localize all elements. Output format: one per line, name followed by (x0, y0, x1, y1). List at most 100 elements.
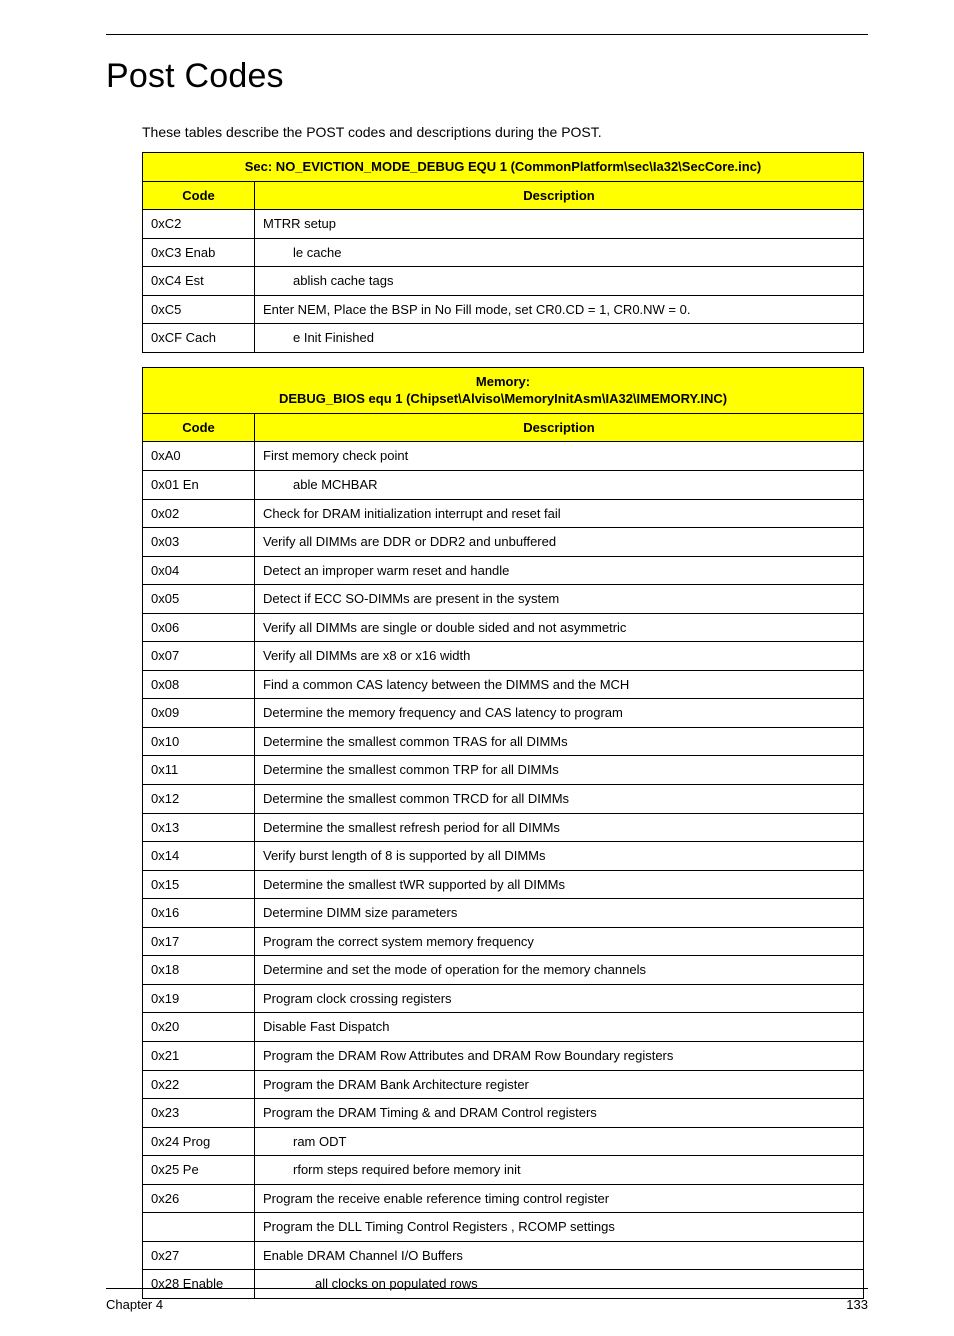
page-footer: Chapter 4 133 (106, 1288, 868, 1312)
desc-cell: ablish cache tags (255, 267, 864, 296)
code-cell: 0x24 Prog (143, 1127, 255, 1156)
page-title: Post Codes (106, 57, 868, 96)
code-cell: 0x21 (143, 1041, 255, 1070)
desc-cell: able MCHBAR (255, 471, 864, 500)
table-row: 0x27 Enable DRAM Channel I/O Buffers (143, 1241, 864, 1270)
desc-cell: Determine the smallest common TRCD for a… (255, 785, 864, 814)
code-cell: 0xCF Cach (143, 324, 255, 353)
code-cell: 0x15 (143, 870, 255, 899)
desc-cell: First memory check point (255, 442, 864, 471)
table1-desc-hdr: Description (255, 181, 864, 210)
table-row: 0x22Program the DRAM Bank Architecture r… (143, 1070, 864, 1099)
table-row: 0x21Program the DRAM Row Attributes and … (143, 1041, 864, 1070)
table-row: 0x26Program the receive enable reference… (143, 1184, 864, 1213)
table2-header-line2: DEBUG_BIOS equ 1 (Chipset\Alviso\MemoryI… (279, 391, 727, 406)
desc-cell: Enable DRAM Channel I/O Buffers (255, 1241, 864, 1270)
table-row: 0x12 Determine the smallest common TRCD … (143, 785, 864, 814)
table-row: 0xCF Cache Init Finished (143, 324, 864, 353)
table-row: 0x16Determine DIMM size parameters (143, 899, 864, 928)
desc-cell: Program the correct system memory freque… (255, 927, 864, 956)
desc-cell: Program the DRAM Timing & and DRAM Contr… (255, 1099, 864, 1128)
code-cell: 0x02 (143, 499, 255, 528)
table-row: 0x23Program the DRAM Timing & and DRAM C… (143, 1099, 864, 1128)
post-codes-table-2: Memory: DEBUG_BIOS equ 1 (Chipset\Alviso… (142, 367, 864, 1299)
desc-cell: Enter NEM, Place the BSP in No Fill mode… (255, 295, 864, 324)
code-cell: 0x22 (143, 1070, 255, 1099)
table-row: 0xC2MTRR setup (143, 210, 864, 239)
table-row: 0x07Verify all DIMMs are x8 or x16 width (143, 642, 864, 671)
table-row: 0x05Detect if ECC SO-DIMMs are present i… (143, 585, 864, 614)
table-row: 0x09Determine the memory frequency and C… (143, 699, 864, 728)
code-cell: 0x07 (143, 642, 255, 671)
desc-cell: Determine the smallest common TRP for al… (255, 756, 864, 785)
table-row: 0xA0First memory check point (143, 442, 864, 471)
desc-cell: Find a common CAS latency between the DI… (255, 670, 864, 699)
table-row: 0x20Disable Fast Dispatch (143, 1013, 864, 1042)
table2-header-line1: Memory: (476, 374, 530, 389)
code-cell: 0x08 (143, 670, 255, 699)
code-cell: 0x10 (143, 727, 255, 756)
code-cell: 0x11 (143, 756, 255, 785)
top-rule (106, 34, 868, 35)
code-cell: 0x27 (143, 1241, 255, 1270)
code-cell: 0xC2 (143, 210, 255, 239)
table-row: 0x13Determine the smallest refresh perio… (143, 813, 864, 842)
table2-header-cell: Memory: DEBUG_BIOS equ 1 (Chipset\Alviso… (143, 367, 864, 413)
table-row: 0x17Program the correct system memory fr… (143, 927, 864, 956)
table2-code-hdr: Code (143, 413, 255, 442)
code-cell: 0x16 (143, 899, 255, 928)
table-row: 0x14Verify burst length of 8 is supporte… (143, 842, 864, 871)
table1-columns: Code Description (143, 181, 864, 210)
table-row: 0x11Determine the smallest common TRP fo… (143, 756, 864, 785)
desc-cell: Detect an improper warm reset and handle (255, 556, 864, 585)
code-cell: 0xA0 (143, 442, 255, 471)
table-row: 0x01 Enable MCHBAR (143, 471, 864, 500)
desc-cell: Determine the memory frequency and CAS l… (255, 699, 864, 728)
code-cell: 0x23 (143, 1099, 255, 1128)
table1-header-label: Sec: NO_EVICTION_MODE_DEBUG EQU 1 (Commo… (143, 153, 864, 182)
table2-header: Memory: DEBUG_BIOS equ 1 (Chipset\Alviso… (143, 367, 864, 413)
desc-cell: Program the DRAM Row Attributes and DRAM… (255, 1041, 864, 1070)
desc-cell: Disable Fast Dispatch (255, 1013, 864, 1042)
code-cell: 0x17 (143, 927, 255, 956)
table2-columns: Code Description (143, 413, 864, 442)
code-cell: 0xC4 Est (143, 267, 255, 296)
code-cell (143, 1213, 255, 1242)
table-row: 0xC4 Establish cache tags (143, 267, 864, 296)
table2-desc-hdr: Description (255, 413, 864, 442)
desc-cell: Detect if ECC SO-DIMMs are present in th… (255, 585, 864, 614)
desc-cell: Determine and set the mode of operation … (255, 956, 864, 985)
intro-text: These tables describe the POST codes and… (142, 124, 868, 140)
desc-cell: Determine the smallest tWR supported by … (255, 870, 864, 899)
code-cell: 0x14 (143, 842, 255, 871)
desc-cell: Verify all DIMMs are DDR or DDR2 and unb… (255, 528, 864, 557)
table-row: 0xC5Enter NEM, Place the BSP in No Fill … (143, 295, 864, 324)
code-cell: 0x05 (143, 585, 255, 614)
code-cell: 0x26 (143, 1184, 255, 1213)
desc-cell: Program the receive enable reference tim… (255, 1184, 864, 1213)
code-cell: 0x09 (143, 699, 255, 728)
code-cell: 0x19 (143, 984, 255, 1013)
code-cell: 0xC3 Enab (143, 238, 255, 267)
table-row: 0xC3 Enable cache (143, 238, 864, 267)
code-cell: 0x12 (143, 785, 255, 814)
code-cell: 0x06 (143, 613, 255, 642)
code-cell: 0xC5 (143, 295, 255, 324)
desc-cell: Program the DLL Timing Control Registers… (255, 1213, 864, 1242)
desc-cell: rform steps required before memory init (255, 1156, 864, 1185)
table-row: 0x19Program clock crossing registers (143, 984, 864, 1013)
table-row: 0x24 Program ODT (143, 1127, 864, 1156)
desc-cell: Determine the smallest refresh period fo… (255, 813, 864, 842)
table-row: 0x03Verify all DIMMs are DDR or DDR2 and… (143, 528, 864, 557)
table1-code-hdr: Code (143, 181, 255, 210)
desc-cell: ram ODT (255, 1127, 864, 1156)
desc-cell: Verify all DIMMs are x8 or x16 width (255, 642, 864, 671)
code-cell: 0x25 Pe (143, 1156, 255, 1185)
table-row: 0x04Detect an improper warm reset and ha… (143, 556, 864, 585)
code-cell: 0x03 (143, 528, 255, 557)
table-row: 0x08Find a common CAS latency between th… (143, 670, 864, 699)
table-row: 0x10 Determine the smallest common TRAS … (143, 727, 864, 756)
desc-cell: Check for DRAM initialization interrupt … (255, 499, 864, 528)
page-root: Post Codes These tables describe the POS… (0, 0, 954, 1336)
table-row: 0x15Determine the smallest tWR supported… (143, 870, 864, 899)
